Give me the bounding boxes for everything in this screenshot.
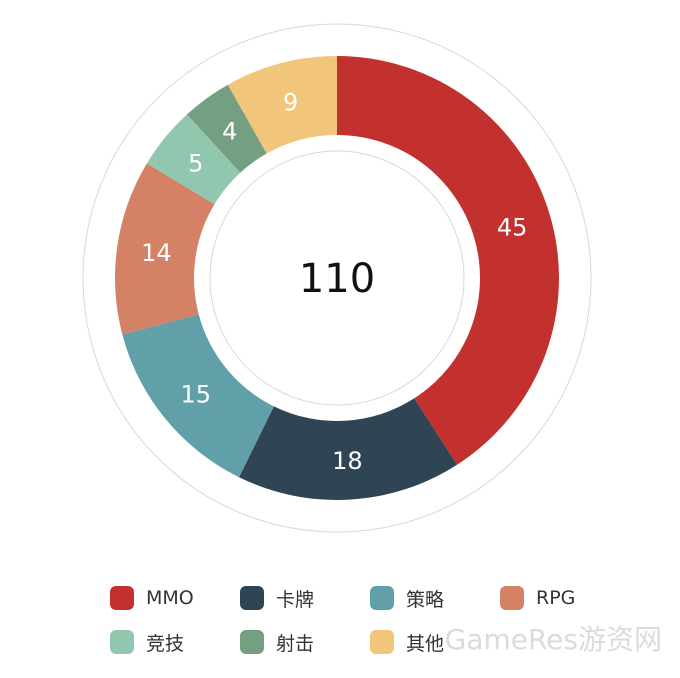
legend-item-6[interactable]: 其他	[370, 628, 500, 656]
donut-chart: 45 18 15 14 54 9 110	[82, 23, 592, 533]
slice-1	[239, 398, 458, 500]
slice-value-label-0: 45	[497, 214, 528, 242]
center-total: 110	[299, 256, 375, 302]
watermark: GameRes游资网	[444, 623, 662, 656]
legend: MMO 卡牌 策略 RPG 竞技 射击 其他	[110, 584, 630, 656]
slice-value-label-3: 14	[141, 239, 172, 267]
legend-swatch-2	[370, 586, 394, 610]
inner-guide-ring	[209, 150, 465, 406]
donut-slices	[115, 55, 560, 500]
legend-swatch-1	[240, 586, 264, 610]
slice-value-label-6: 9	[283, 88, 298, 116]
slice-5	[186, 84, 267, 173]
legend-item-5[interactable]: 射击	[240, 628, 370, 656]
legend-label-5: 射击	[276, 632, 315, 655]
slice-value-label-2: 15	[180, 381, 211, 409]
legend-item-2[interactable]: 策略	[370, 584, 500, 612]
slice-4	[146, 114, 241, 205]
legend-swatch-0	[110, 586, 134, 610]
legend-swatch-4	[110, 630, 134, 654]
legend-item-3[interactable]: RPG	[500, 584, 630, 612]
legend-label-2: 策略	[406, 588, 445, 611]
legend-label-6: 其他	[406, 632, 445, 655]
outer-guide-ring	[82, 23, 592, 533]
slice-6	[227, 55, 337, 154]
slice-value-label-1: 18	[332, 447, 363, 475]
legend-item-1[interactable]: 卡牌	[240, 584, 370, 612]
legend-swatch-3	[500, 586, 524, 610]
slice-value-label-4: 5	[188, 149, 203, 177]
legend-label-4: 竞技	[146, 632, 185, 655]
legend-swatch-5	[240, 630, 264, 654]
legend-swatch-6	[370, 630, 394, 654]
slice-2	[122, 314, 274, 478]
slice-3	[115, 163, 215, 335]
slice-value-label-5: 4	[222, 117, 237, 145]
legend-item-0[interactable]: MMO	[110, 584, 240, 612]
slice-labels: 45 18 15 14 54 9	[141, 88, 527, 475]
legend-label-3: RPG	[536, 587, 576, 609]
legend-label-1: 卡牌	[276, 588, 315, 611]
slice-0	[337, 56, 560, 465]
legend-label-0: MMO	[146, 587, 194, 609]
legend-item-4[interactable]: 竞技	[110, 628, 240, 656]
